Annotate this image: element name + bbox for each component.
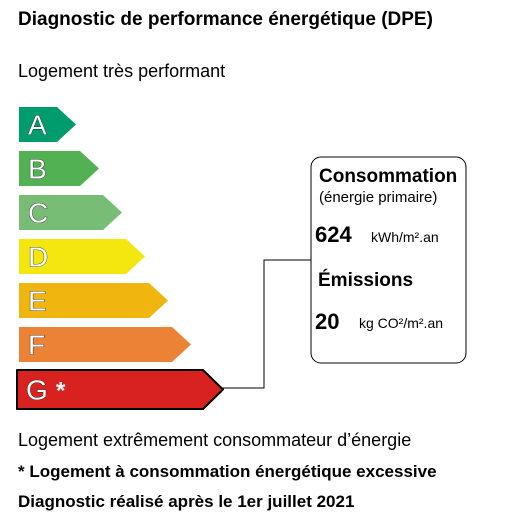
class-bar-c xyxy=(19,195,122,230)
excessive-marker: * xyxy=(56,378,66,405)
class-letter-g: G xyxy=(26,375,48,406)
consumption-value: 624 xyxy=(315,222,352,247)
class-bar-e xyxy=(19,283,168,318)
consumption-subtitle: (énergie primaire) xyxy=(319,189,438,206)
class-letter-c: C xyxy=(28,198,48,229)
class-letter-d: D xyxy=(28,242,48,273)
emissions-title: Émissions xyxy=(318,270,414,291)
consumption-title: Consommation xyxy=(319,166,458,187)
class-bar-g xyxy=(16,369,224,410)
class-bar-f xyxy=(19,327,191,362)
class-letter-e: E xyxy=(28,286,47,317)
class-letter-f: F xyxy=(28,330,45,361)
page-title: Diagnostic de performance énergétique (D… xyxy=(18,9,433,30)
class-bar-a xyxy=(19,107,76,142)
consumption-rating-text: Logement extrêmement consommateur d’éner… xyxy=(18,430,412,450)
performance-label: Logement très performant xyxy=(18,61,226,81)
class-letter-b: B xyxy=(28,154,47,185)
emissions-value: 20 xyxy=(315,309,340,334)
diagnostic-date-note: Diagnostic réalisé après le 1er juillet … xyxy=(18,492,355,511)
class-letter-a: A xyxy=(28,110,47,141)
excessive-consumption-note: * Logement à consommation énergétique ex… xyxy=(18,462,437,481)
emissions-unit: kg CO²/m².an xyxy=(359,315,444,331)
class-bar-d xyxy=(19,239,145,274)
consumption-unit: kWh/m².an xyxy=(371,229,439,245)
class-bar-b xyxy=(19,151,99,186)
connector-line xyxy=(222,259,311,389)
